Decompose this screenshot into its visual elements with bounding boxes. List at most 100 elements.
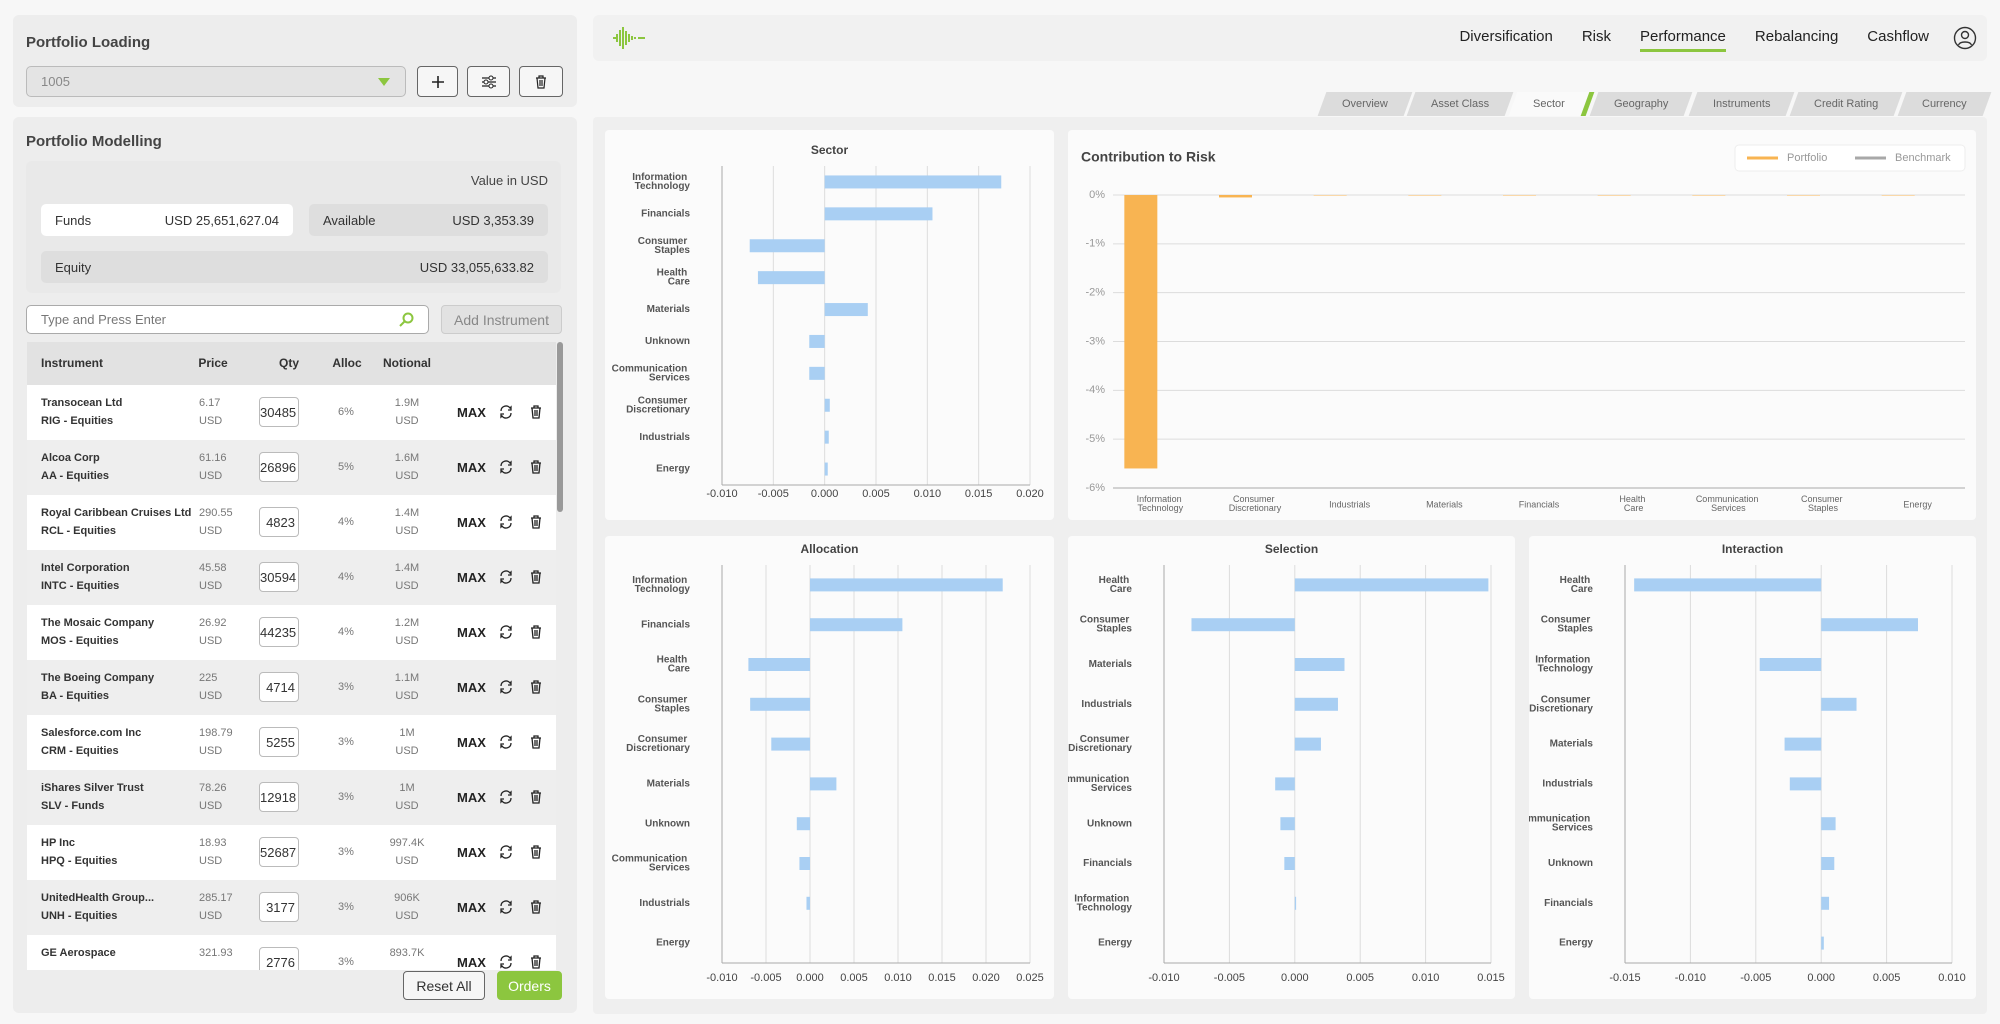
scrollbar[interactable] <box>557 342 563 512</box>
max-button[interactable]: MAX <box>457 405 486 420</box>
table-row: UnitedHealth Group... UNH - Equities 285.1… <box>27 880 556 935</box>
x-tick-label: 0.000 <box>1807 972 1835 984</box>
max-button[interactable]: MAX <box>457 680 486 695</box>
qty-input[interactable]: 52687 <box>259 837 299 867</box>
qty-input[interactable]: 30485 <box>259 397 299 427</box>
refresh-icon[interactable] <box>499 405 513 419</box>
category-label: Energy <box>656 464 690 475</box>
alloc: 4% <box>338 571 354 583</box>
placeholder: Type and Press Enter <box>41 312 167 327</box>
delete-icon[interactable] <box>529 955 543 969</box>
max-button[interactable]: MAX <box>457 460 486 475</box>
tab[interactable]: Overview <box>1317 92 1412 116</box>
tab[interactable]: Sector <box>1509 92 1595 116</box>
label-line: Discretionary <box>1068 743 1132 754</box>
price-currency: USD <box>199 635 223 647</box>
refresh-icon[interactable] <box>499 460 513 474</box>
max-button[interactable]: MAX <box>457 900 486 915</box>
tab[interactable]: Asset Class <box>1407 92 1514 116</box>
delete-icon[interactable] <box>529 625 543 639</box>
label-line: Discretionary <box>626 743 690 754</box>
qty-input[interactable]: 4714 <box>259 672 299 702</box>
nav-item[interactable]: Diversification <box>1459 28 1553 45</box>
qty-input[interactable]: 44235 <box>259 617 299 647</box>
label: Available <box>323 212 376 228</box>
delete-icon[interactable] <box>529 735 543 749</box>
alloc: 3% <box>338 791 354 803</box>
nav-item[interactable]: Risk <box>1581 28 1612 45</box>
delete-icon[interactable] <box>529 900 543 914</box>
refresh-icon[interactable] <box>499 790 513 804</box>
notional-currency: USD <box>395 580 419 592</box>
category-label: Information Technology <box>1535 654 1593 674</box>
qty-input[interactable]: 4823 <box>259 507 299 537</box>
max-button[interactable]: MAX <box>457 955 486 970</box>
delete-icon[interactable] <box>529 460 543 474</box>
equity: Equity USD 33,055,633.82 <box>41 251 548 283</box>
x-tick-label: 0.005 <box>1346 972 1374 984</box>
search-input[interactable]: Type and Press Enter <box>26 305 429 334</box>
delete-button[interactable] <box>519 66 563 97</box>
tab[interactable]: Instruments <box>1688 92 1795 116</box>
refresh-icon[interactable] <box>499 625 513 639</box>
add-button[interactable] <box>417 66 458 97</box>
user-icon[interactable] <box>1953 26 1977 50</box>
handle <box>399 319 406 327</box>
reset-button[interactable]: Reset All <box>403 971 485 1000</box>
legend-box <box>1734 144 1966 172</box>
tab[interactable]: Currency <box>1898 92 1992 116</box>
max-button[interactable]: MAX <box>457 790 486 805</box>
delete-icon[interactable] <box>529 790 543 804</box>
category-label: Information Technology <box>632 172 690 192</box>
max-button[interactable]: MAX <box>457 570 486 585</box>
instrument-ticker: BA - Equities <box>41 690 110 702</box>
table-row: The Boeing Company BA - Equities 225 USD 471… <box>27 660 556 715</box>
delete-icon[interactable] <box>529 845 543 859</box>
refresh-icon[interactable] <box>499 570 513 584</box>
bar <box>799 857 810 870</box>
category-label: Health Care <box>1619 494 1648 513</box>
nav-item[interactable]: Rebalancing <box>1754 28 1839 45</box>
tab[interactable]: Geography <box>1589 92 1694 116</box>
tab-label: Overview <box>1341 98 1388 110</box>
category-label: Consumer Staples <box>1801 494 1845 513</box>
chart-card: Contribution to Risk 0% -1% -2% -3% -4% -5% -6%… <box>1068 130 1976 520</box>
bar <box>810 618 903 632</box>
refresh-icon[interactable] <box>499 515 513 529</box>
x-tick-label: 0.015 <box>965 488 993 500</box>
refresh-icon[interactable] <box>499 900 513 914</box>
qty-input[interactable]: 5255 <box>259 727 299 757</box>
refresh-icon[interactable] <box>499 845 513 859</box>
category-label: Industrials <box>1329 499 1371 509</box>
max-button[interactable]: MAX <box>457 735 486 750</box>
qty-input[interactable]: 12918 <box>259 782 299 812</box>
nav-item[interactable]: Cashflow <box>1867 28 1929 45</box>
delete-icon[interactable] <box>529 680 543 694</box>
qty-input[interactable]: 26896 <box>259 452 299 482</box>
qty-input[interactable]: 3177 <box>259 892 299 922</box>
tab[interactable]: Credit Rating <box>1789 92 1903 116</box>
tab-label: Sector <box>1533 98 1566 110</box>
label-line: Services <box>1091 783 1133 794</box>
refresh-icon[interactable] <box>499 955 513 969</box>
refresh-icon[interactable] <box>499 735 513 749</box>
qty-input[interactable]: 30594 <box>259 562 299 592</box>
nav-item[interactable]: Performance <box>1640 28 1726 52</box>
table-row: Royal Caribbean Cruises Ltd RCL - Equitie… <box>27 495 556 550</box>
instrument-name: Alcoa Corp <box>41 452 100 464</box>
category-label: Consumer Staples <box>638 235 691 255</box>
refresh-icon[interactable] <box>499 680 513 694</box>
delete-icon[interactable] <box>529 515 543 529</box>
x-tick-label: -0.015 <box>1609 972 1640 984</box>
max-button[interactable]: MAX <box>457 845 486 860</box>
max-button[interactable]: MAX <box>457 515 486 530</box>
settings-button[interactable] <box>467 66 510 97</box>
delete-icon[interactable] <box>529 570 543 584</box>
bar <box>1821 857 1835 870</box>
portfolio-select[interactable]: 1005 <box>26 66 406 97</box>
orders-button[interactable]: Orders <box>497 971 562 1000</box>
add-instrument-button[interactable]: Add Instrument <box>441 305 562 334</box>
qty-input[interactable]: 2776 <box>259 947 299 970</box>
max-button[interactable]: MAX <box>457 625 486 640</box>
delete-icon[interactable] <box>529 405 543 419</box>
